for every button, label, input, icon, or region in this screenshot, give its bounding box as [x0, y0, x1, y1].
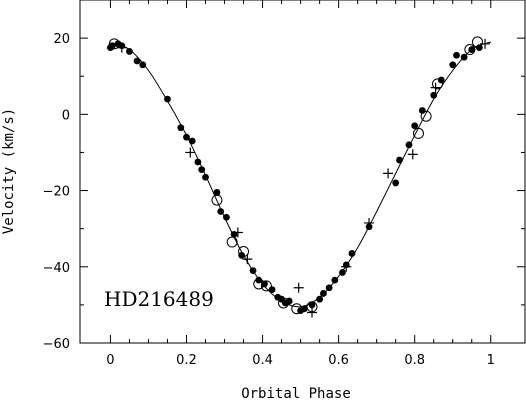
filled-circle-point	[320, 290, 327, 297]
filled-circle-point	[177, 124, 185, 132]
open-circle-point	[413, 127, 425, 139]
filled-circle-point	[202, 173, 209, 181]
filled-circle-point	[164, 95, 171, 103]
filled-circle-point	[217, 208, 225, 215]
filled-circle-point	[188, 137, 196, 145]
open-circle-point	[226, 236, 238, 248]
x-tick-label: 0.2	[176, 353, 197, 368]
open-circle-point	[108, 38, 120, 50]
filled-circle-point	[392, 179, 400, 187]
open-circle-point	[432, 78, 444, 90]
filled-circle-point	[468, 46, 476, 53]
plus-point	[307, 307, 318, 318]
filled-circle-point	[411, 122, 419, 130]
plus-point	[364, 217, 375, 228]
filled-circle-point	[316, 295, 324, 303]
fit-curve	[110, 41, 491, 308]
filled-circle-point	[301, 305, 308, 313]
open-circle-point	[420, 110, 432, 122]
filled-circle-point	[255, 276, 263, 284]
filled-circle-point	[453, 51, 460, 59]
open-circle-point	[238, 246, 250, 258]
filled-circle-point	[325, 284, 333, 292]
plus-point	[480, 38, 491, 49]
plus-point	[341, 261, 352, 272]
filled-circle-point	[183, 133, 190, 141]
filled-circle-point	[405, 141, 413, 149]
plus-point	[407, 149, 418, 160]
plus-point	[116, 42, 127, 53]
filled-circle-point	[308, 301, 316, 309]
axis-ticks	[80, 0, 525, 344]
filled-circle-point	[213, 189, 221, 196]
y-tick-label: 20	[53, 32, 70, 47]
open-circle-point	[277, 297, 289, 309]
filled-circle-point	[126, 48, 133, 55]
filled-circle-point	[449, 61, 457, 69]
open-circle-point	[211, 194, 223, 206]
open-circle-point	[471, 36, 483, 48]
filled-circle-point	[396, 156, 403, 164]
x-tick-label: 0.8	[404, 353, 425, 368]
x-axis-title: Orbital Phase	[241, 386, 351, 400]
x-tick-label: 0	[106, 353, 114, 368]
filled-circle-point	[198, 166, 206, 173]
x-tick-label: 0.6	[328, 353, 349, 368]
plus-point	[383, 168, 394, 179]
x-tick-labels: 0 0.2 0.4 0.6 0.8 1	[106, 353, 495, 368]
filled-circle-point	[331, 276, 339, 284]
filled-circle-point	[460, 53, 468, 61]
plus-point	[185, 147, 196, 158]
open-circle-point	[464, 44, 476, 56]
filled-circle-point	[194, 158, 202, 166]
filled-circle-point	[223, 213, 230, 221]
filled-circle-point	[133, 57, 141, 65]
plus-point	[232, 227, 243, 238]
plus-point	[242, 254, 253, 265]
open-circle-point	[291, 303, 303, 315]
plus-point	[430, 82, 441, 93]
y-tick-label: 0	[62, 108, 70, 123]
y-axis-title: Velocity (km/s)	[1, 108, 17, 234]
filled-circle-point	[238, 251, 246, 259]
open-circle-point	[253, 278, 265, 290]
y-tick-label: −20	[43, 185, 70, 200]
y-tick-labels: −60 −40 −20 0 20	[43, 32, 70, 352]
plus-point	[293, 282, 304, 293]
filled-circle-point	[249, 267, 257, 274]
filled-circle-point	[430, 91, 438, 99]
y-tick-label: −60	[43, 337, 70, 352]
plot-frame	[79, 0, 526, 344]
filled-circle-point	[348, 250, 356, 257]
star-label: HD216489	[104, 287, 214, 311]
x-tick-label: 0.4	[252, 353, 273, 368]
filled-circle-point	[339, 269, 346, 276]
open-circle-point	[260, 280, 272, 292]
x-tick-label: 1	[487, 353, 495, 368]
y-tick-label: −40	[43, 261, 70, 276]
data-points	[107, 36, 491, 318]
filled-circle-point	[139, 61, 147, 69]
